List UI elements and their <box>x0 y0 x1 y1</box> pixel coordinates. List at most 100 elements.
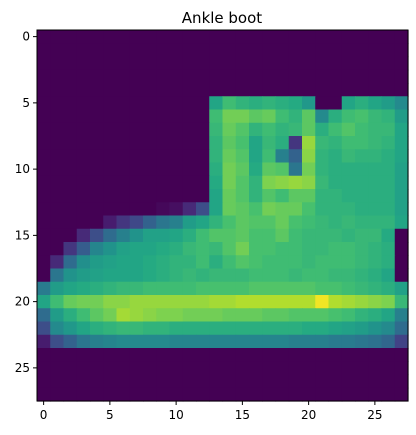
heatmap-cell <box>394 109 409 124</box>
heatmap-cell <box>129 215 144 230</box>
heatmap-cell <box>50 189 65 203</box>
heatmap-cell <box>262 321 277 336</box>
heatmap-cell <box>394 268 409 283</box>
heatmap-cell <box>355 43 369 58</box>
heatmap-cell <box>76 30 91 44</box>
heatmap-cell <box>368 189 383 203</box>
heatmap-cell <box>341 295 356 309</box>
heatmap-cell <box>368 215 383 230</box>
heatmap-cell <box>262 387 277 402</box>
heatmap-cell <box>381 255 396 270</box>
heatmap-cell <box>37 295 51 309</box>
heatmap-cell <box>381 268 396 283</box>
heatmap-cell <box>302 83 316 97</box>
heatmap-cell <box>90 96 104 111</box>
heatmap-cell <box>355 175 369 190</box>
heatmap-cell <box>76 69 91 84</box>
heatmap-cell <box>90 242 104 256</box>
heatmap-cell <box>63 321 78 336</box>
heatmap-cell <box>129 109 144 124</box>
heatmap-cell <box>355 268 369 283</box>
heatmap-cell <box>169 30 184 44</box>
heatmap-cell <box>368 308 383 323</box>
heatmap-cell <box>235 202 250 217</box>
heatmap-cell <box>156 122 171 137</box>
heatmap-cell <box>368 69 383 84</box>
heatmap-cell <box>302 268 316 283</box>
heatmap-cell <box>368 136 383 150</box>
heatmap-cell <box>262 281 277 296</box>
heatmap-cell <box>63 361 78 376</box>
heatmap-cell <box>222 334 237 349</box>
heatmap-cell <box>315 43 330 58</box>
heatmap-cell <box>103 162 118 177</box>
heatmap-cell <box>302 136 316 150</box>
heatmap-cell <box>262 334 277 349</box>
heatmap-cell <box>76 109 91 124</box>
heatmap-cell <box>116 69 131 84</box>
heatmap-cell <box>262 109 277 124</box>
heatmap-cell <box>116 122 131 137</box>
heatmap-cell <box>275 122 290 137</box>
heatmap-cell <box>249 387 263 402</box>
heatmap-cell <box>129 361 144 376</box>
heatmap-cell <box>182 387 197 402</box>
heatmap-cell <box>37 228 51 243</box>
heatmap-cell <box>235 387 250 402</box>
heatmap-cell <box>249 69 263 84</box>
heatmap-cell <box>209 242 224 256</box>
heatmap-cell <box>222 69 237 84</box>
heatmap-cell <box>182 175 197 190</box>
heatmap-cell <box>222 96 237 111</box>
heatmap-cell <box>394 83 409 97</box>
heatmap-cell <box>394 387 409 402</box>
heatmap-cell <box>275 69 290 84</box>
heatmap-cell <box>222 149 237 164</box>
heatmap-cell <box>50 162 65 177</box>
heatmap-cell <box>381 242 396 256</box>
heatmap-cell <box>328 374 343 389</box>
heatmap-cell <box>103 96 118 111</box>
heatmap-cell <box>196 215 210 230</box>
heatmap-cell <box>156 295 171 309</box>
chart-title: Ankle boot <box>182 9 262 27</box>
heatmap-cell <box>381 321 396 336</box>
heatmap-cell <box>37 136 51 150</box>
heatmap-cell <box>222 83 237 97</box>
heatmap-cell <box>368 295 383 309</box>
heatmap-cell <box>368 334 383 349</box>
heatmap-cell <box>76 136 91 150</box>
heatmap-cell <box>222 242 237 256</box>
heatmap-cell <box>341 228 356 243</box>
heatmap-cell <box>50 334 65 349</box>
heatmap-cell <box>209 30 224 44</box>
heatmap-cell <box>182 136 197 150</box>
heatmap-cell <box>381 43 396 58</box>
heatmap-cell <box>129 308 144 323</box>
heatmap-cell <box>315 361 330 376</box>
heatmap-cell <box>182 321 197 336</box>
heatmap-cell <box>169 202 184 217</box>
heatmap-cell <box>76 334 91 349</box>
heatmap-cell <box>235 43 250 58</box>
heatmap-cell <box>288 83 303 97</box>
heatmap-cell <box>169 189 184 203</box>
heatmap-cell <box>143 348 157 362</box>
heatmap-cell <box>302 162 316 177</box>
heatmap-cell <box>328 69 343 84</box>
heatmap-cell <box>50 109 65 124</box>
heatmap-cell <box>368 175 383 190</box>
heatmap-cell <box>209 255 224 270</box>
heatmap-cell <box>368 162 383 177</box>
heatmap-cell <box>143 268 157 283</box>
heatmap-cell <box>169 361 184 376</box>
heatmap-cell <box>63 109 78 124</box>
heatmap-cell <box>63 202 78 217</box>
heatmap-cell <box>222 268 237 283</box>
heatmap-cell <box>288 149 303 164</box>
heatmap-cell <box>116 321 131 336</box>
heatmap-cell <box>129 387 144 402</box>
heatmap-cell <box>368 83 383 97</box>
heatmap-cell <box>90 43 104 58</box>
heatmap-cell <box>169 348 184 362</box>
